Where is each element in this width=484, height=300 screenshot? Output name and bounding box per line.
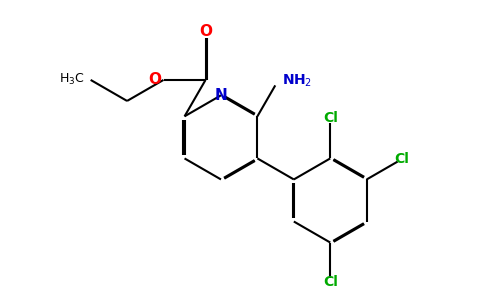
Text: Cl: Cl [323, 275, 338, 290]
Text: O: O [199, 24, 212, 39]
Text: Cl: Cl [323, 112, 338, 125]
Text: Cl: Cl [394, 152, 408, 167]
Text: O: O [149, 72, 161, 87]
Text: NH$_2$: NH$_2$ [282, 73, 312, 89]
Text: N: N [214, 88, 227, 103]
Text: H$_3$C: H$_3$C [59, 72, 84, 88]
